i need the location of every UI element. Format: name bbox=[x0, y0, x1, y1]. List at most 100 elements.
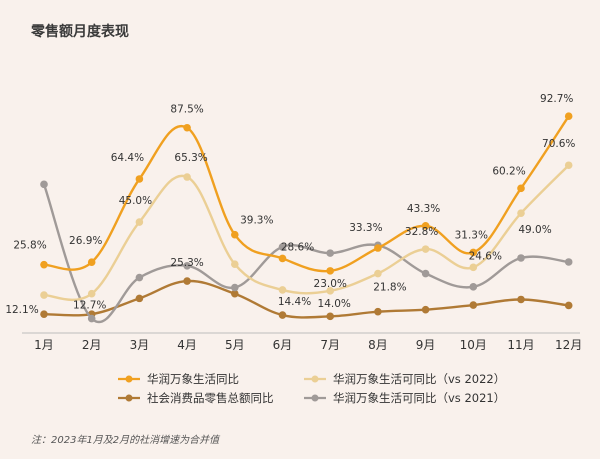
legend-item: 社会消费品零售总额同比 bbox=[118, 391, 274, 405]
series-line bbox=[43, 164, 570, 302]
x-tick-label: 10月 bbox=[460, 338, 487, 352]
data-label: 32.8% bbox=[405, 226, 438, 238]
data-point bbox=[231, 283, 239, 292]
legend-label: 社会消费品零售总额同比 bbox=[147, 391, 274, 405]
data-point bbox=[278, 243, 287, 251]
x-tick-label: 4月 bbox=[177, 338, 197, 352]
data-label: 28.6% bbox=[281, 241, 314, 253]
data-point bbox=[40, 180, 48, 189]
data-point bbox=[40, 291, 48, 299]
data-label: 43.3% bbox=[407, 203, 440, 215]
data-point bbox=[278, 286, 287, 294]
legend-swatch-marker bbox=[311, 375, 319, 383]
legend-label: 华润万象生活同比 bbox=[147, 372, 239, 386]
data-point bbox=[374, 307, 382, 316]
data-point bbox=[421, 245, 430, 253]
data-point bbox=[231, 289, 239, 298]
data-point bbox=[326, 267, 335, 275]
data-label: 14.4% bbox=[278, 296, 311, 308]
data-label: 70.6% bbox=[542, 138, 575, 150]
data-point bbox=[564, 112, 573, 120]
data-point bbox=[469, 248, 478, 257]
data-point bbox=[40, 260, 48, 269]
x-tick-label: 6月 bbox=[273, 338, 293, 352]
data-point bbox=[326, 287, 335, 295]
chart-title: 零售额月度表现 bbox=[31, 24, 129, 40]
data-point bbox=[183, 277, 191, 285]
data-point bbox=[517, 254, 525, 262]
data-point bbox=[517, 184, 525, 193]
data-point bbox=[469, 283, 478, 291]
data-point bbox=[278, 311, 287, 319]
data-label: 14.0% bbox=[318, 298, 351, 310]
data-point bbox=[135, 294, 144, 303]
data-label: 87.5% bbox=[170, 104, 203, 116]
legend-swatch-marker bbox=[125, 394, 133, 402]
data-point bbox=[564, 161, 573, 170]
data-label: 26.9% bbox=[69, 235, 102, 247]
data-point bbox=[278, 254, 287, 263]
data-label: 12.1% bbox=[5, 304, 38, 316]
data-point bbox=[135, 175, 144, 183]
data-point bbox=[40, 310, 48, 318]
data-point bbox=[87, 314, 96, 323]
legend-label: 华润万象生活可同比（vs 2021） bbox=[333, 391, 505, 405]
series-3 bbox=[40, 277, 573, 321]
data-point bbox=[564, 301, 573, 310]
data-point bbox=[135, 218, 144, 226]
data-label: 33.3% bbox=[349, 222, 382, 234]
legend-swatch-marker bbox=[125, 375, 133, 383]
x-tick-label: 7月 bbox=[320, 338, 340, 352]
legend-item: 华润万象生活同比 bbox=[118, 372, 239, 386]
x-tick-label: 2月 bbox=[82, 338, 102, 352]
x-tick-label: 5月 bbox=[225, 338, 245, 352]
data-label: 65.3% bbox=[174, 152, 207, 164]
data-point bbox=[231, 230, 239, 239]
x-tick-label: 9月 bbox=[416, 338, 436, 352]
x-tick-label: 1月 bbox=[34, 338, 54, 352]
data-point bbox=[517, 295, 525, 304]
data-label: 45.0% bbox=[119, 195, 152, 207]
data-point bbox=[183, 123, 191, 132]
data-point bbox=[564, 258, 573, 266]
data-point bbox=[421, 269, 430, 278]
data-point bbox=[87, 258, 96, 267]
data-point bbox=[231, 260, 239, 269]
data-point bbox=[374, 244, 382, 252]
series-line bbox=[43, 279, 569, 319]
footnote: 注：2023年1月及2月的社消增速为合并值 bbox=[31, 435, 220, 446]
data-label: 64.4% bbox=[111, 152, 144, 164]
data-point bbox=[469, 301, 478, 309]
data-point bbox=[326, 312, 335, 321]
data-point bbox=[517, 209, 525, 217]
data-label: 92.7% bbox=[540, 93, 573, 105]
x-tick-label: 12月 bbox=[555, 338, 582, 352]
data-point bbox=[135, 273, 144, 282]
data-point bbox=[326, 249, 335, 257]
legend-swatch-marker bbox=[311, 394, 319, 402]
legend-item: 华润万象生活可同比（vs 2021） bbox=[304, 391, 505, 405]
data-point bbox=[469, 263, 478, 272]
legend-label: 华润万象生活可同比（vs 2022） bbox=[333, 372, 505, 386]
data-label: 25.8% bbox=[13, 240, 46, 252]
x-tick-label: 3月 bbox=[130, 338, 150, 352]
data-label: 21.8% bbox=[373, 282, 406, 294]
series-1 bbox=[40, 112, 573, 275]
data-label: 23.0% bbox=[314, 278, 347, 290]
data-point bbox=[374, 269, 382, 278]
legend-item: 华润万象生活可同比（vs 2022） bbox=[304, 372, 505, 386]
data-point bbox=[183, 173, 191, 181]
data-label: 12.7% bbox=[73, 300, 106, 312]
series-line bbox=[43, 115, 570, 273]
series-2 bbox=[40, 161, 573, 302]
x-tick-label: 8月 bbox=[368, 338, 388, 352]
data-point bbox=[183, 261, 191, 270]
data-point bbox=[87, 289, 96, 298]
data-label: 24.6% bbox=[469, 250, 502, 262]
data-label: 49.0% bbox=[518, 224, 551, 236]
data-label: 31.3% bbox=[455, 229, 488, 241]
data-label: 60.2% bbox=[492, 165, 525, 177]
data-label: 25.3% bbox=[170, 257, 203, 269]
data-point bbox=[421, 305, 430, 314]
